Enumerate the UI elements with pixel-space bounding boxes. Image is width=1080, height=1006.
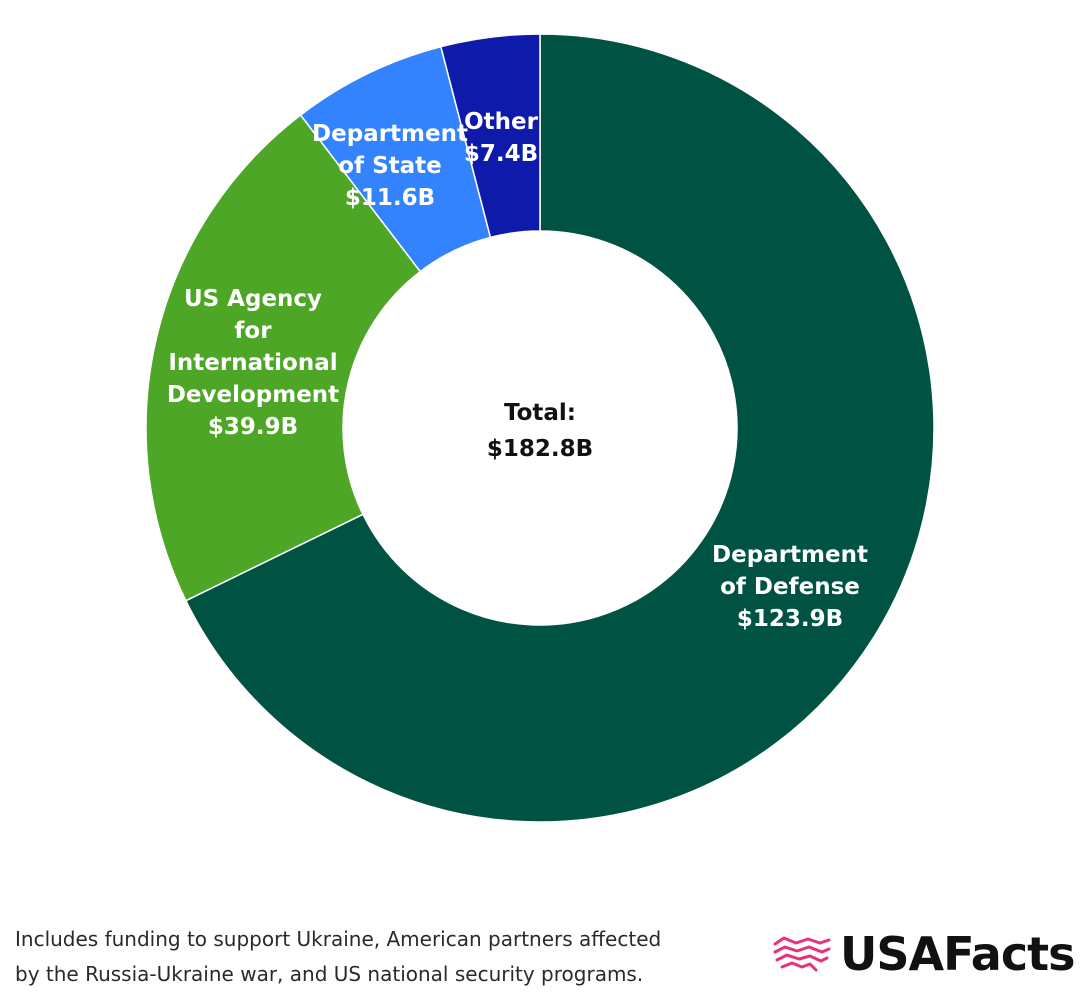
donut-slice — [184, 33, 935, 823]
donut-chart: Department of Defense $123.9B US Agency for I… — [145, 33, 935, 823]
center-total-label: Total: — [504, 400, 576, 426]
slice-category-label: Department — [712, 542, 868, 568]
slice-category-label: Development — [167, 382, 339, 408]
slice-value-label: $39.9B — [208, 414, 298, 440]
slice-category-label: International — [168, 350, 337, 376]
slice-category-label: Department — [312, 121, 468, 147]
slice-value-label: $11.6B — [345, 185, 435, 211]
brand-name: USAFacts — [840, 927, 1075, 981]
slice-value-label: $7.4B — [464, 141, 538, 167]
brand-logo: USAFacts — [772, 924, 1075, 984]
slice-value-label: $123.9B — [737, 606, 843, 632]
slice-category-label: for — [234, 318, 272, 344]
footnote-line-1: Includes funding to support Ukraine, Ame… — [15, 927, 662, 951]
center-total-value: $182.8B — [487, 436, 593, 462]
center-total: Total: $182.8B — [487, 400, 593, 462]
footnote: Includes funding to support Ukraine, Ame… — [15, 922, 735, 992]
donut-slice — [439, 33, 541, 239]
donut-slice — [145, 114, 422, 602]
slice-category-label: of State — [338, 153, 442, 179]
footnote-line-2: by the Russia-Ukraine war, and US nation… — [15, 962, 644, 986]
slice-category-label: Other — [464, 109, 539, 135]
usafacts-flag-map-icon — [773, 936, 831, 972]
slice-category-label: US Agency — [184, 286, 322, 312]
slice-category-label: of Defense — [720, 574, 860, 600]
